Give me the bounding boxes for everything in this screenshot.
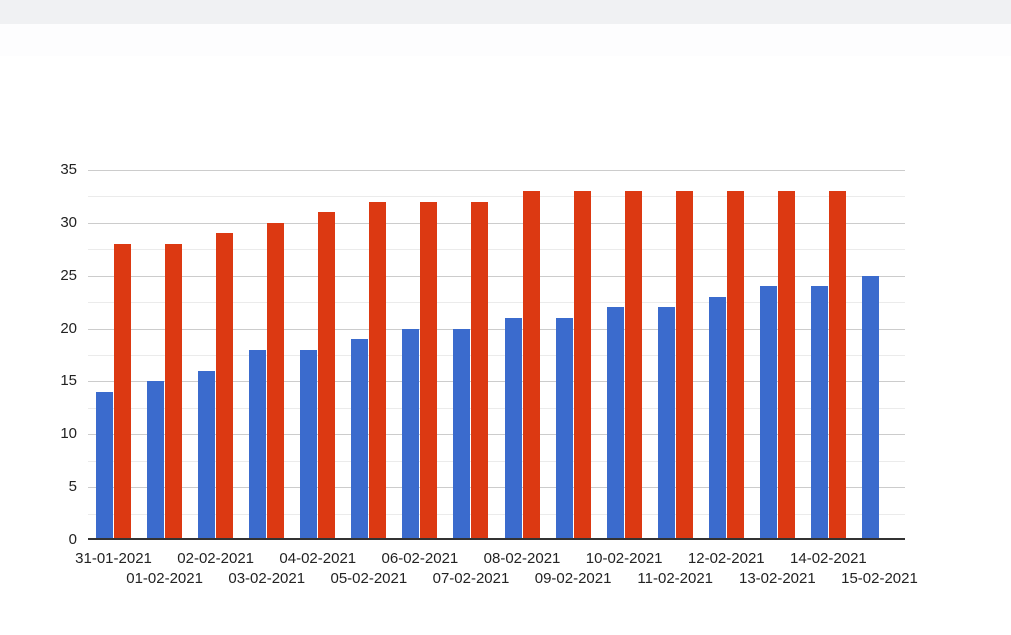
x-tick-label: 15-02-2021 [841,570,918,587]
blue-series-bar[interactable] [198,370,216,540]
blue-series-bar[interactable] [453,328,471,540]
x-tick-label: 09-02-2021 [534,570,612,587]
red-series-bar[interactable] [675,191,693,540]
blue-series-bar[interactable] [300,349,318,540]
y-tick-label: 30 [60,213,77,231]
blue-series-bar[interactable] [606,307,624,540]
blue-series-bar[interactable] [504,318,522,540]
red-series-bar[interactable] [573,191,591,540]
y-tick-label: 15 [60,372,77,390]
content-band [0,24,1011,56]
major-gridline [88,275,905,277]
red-series-bar[interactable] [165,244,183,540]
red-series-bar[interactable] [522,191,540,540]
major-gridline [88,170,905,171]
red-series-bar[interactable] [726,191,744,540]
y-axis: 0 5 10 15 20 25 30 35 [0,161,77,548]
red-series-bar[interactable] [420,201,438,540]
minor-gridline [88,249,905,251]
minor-gridline [88,355,905,356]
x-tick-label: 01-02-2021 [126,570,203,587]
plot-area [88,170,905,540]
x-tick-label: 14-02-2021 [790,550,867,567]
x-tick-label: 07-02-2021 [432,570,510,587]
minor-gridline [88,302,905,304]
y-tick-label: 0 [68,531,77,548]
major-gridline [88,487,905,489]
major-gridline [88,222,905,224]
x-tick-label: 03-02-2021 [228,570,306,587]
red-series-bar[interactable] [624,191,642,540]
red-series-bar[interactable] [471,201,489,540]
red-series-bar[interactable] [318,212,336,540]
red-series-bar[interactable] [369,201,387,540]
y-tick-label: 5 [68,478,77,496]
x-tick-label: 02-02-2021 [177,550,255,567]
x-tick-label: 31-01-2021 [75,550,152,567]
blue-series-bar[interactable] [708,296,726,540]
blue-series-bar[interactable] [555,318,573,540]
blue-series-bar[interactable] [402,328,420,540]
blue-series-bar[interactable] [96,392,114,540]
blue-series-bar[interactable] [810,286,828,540]
minor-gridline [88,460,905,462]
y-tick-label: 25 [60,266,77,284]
minor-gridline [88,513,905,515]
major-gridline [88,328,905,330]
red-series-bar[interactable] [777,191,795,540]
blue-series-bar[interactable] [861,275,879,540]
x-tick-label: 13-02-2021 [738,570,816,587]
red-series-bar[interactable] [216,233,234,540]
minor-gridline [88,196,905,198]
major-gridline [88,434,905,436]
blue-series-bar[interactable] [147,381,165,540]
red-series-bar[interactable] [114,244,132,540]
minor-gridline [88,407,905,409]
x-tick-label: 04-02-2021 [279,550,357,567]
x-axis-baseline [88,538,905,540]
y-tick-label: 10 [60,425,77,443]
blue-series-bar[interactable] [759,286,777,540]
major-gridline [88,381,905,383]
x-tick-label: 12-02-2021 [687,550,765,567]
y-tick-label: 20 [60,319,77,337]
blue-series-bar[interactable] [657,307,675,540]
top-strip [0,0,1011,24]
x-tick-label: 10-02-2021 [585,550,663,567]
x-tick-label: 11-02-2021 [637,570,714,587]
red-series-bar[interactable] [828,191,846,540]
y-tick-label: 35 [60,161,77,178]
x-tick-label: 05-02-2021 [330,570,408,587]
blue-series-bar[interactable] [351,339,369,540]
x-tick-label: 08-02-2021 [483,550,561,567]
red-series-bar[interactable] [267,222,285,540]
blue-series-bar[interactable] [249,349,267,540]
x-tick-label: 06-02-2021 [381,550,459,567]
